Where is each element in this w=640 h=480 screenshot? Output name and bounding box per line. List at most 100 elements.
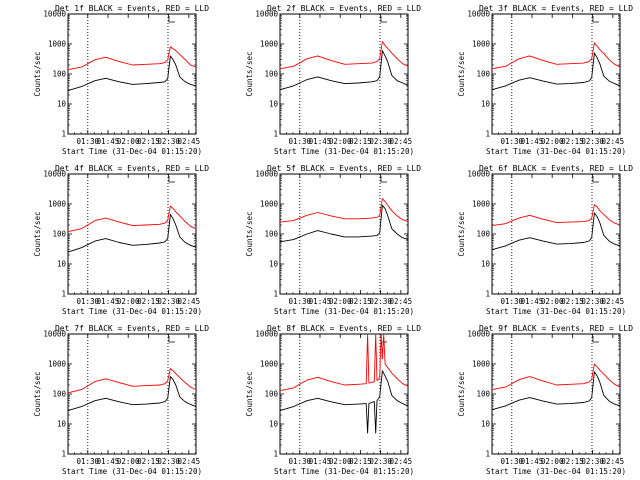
x-tick-label: 02:00: [117, 137, 140, 146]
x-tick-label: 02:30: [369, 137, 392, 146]
x-tick-label: 02:30: [157, 457, 180, 466]
x-tick-label: 02:30: [581, 297, 604, 306]
x-tick-label: 01:30: [500, 137, 523, 146]
series-line-events: [279, 370, 409, 434]
detector-panel-8: Det 8f BLACK = Events, RED = LLD Counts/s…: [245, 324, 421, 476]
x-axis-label: Start Time (31-Dec-04 01:15:20): [486, 307, 626, 316]
series-line-events: [279, 204, 409, 243]
series-line-lld: [67, 205, 197, 233]
x-axis-label: Start Time (31-Dec-04 01:15:20): [274, 467, 414, 476]
y-tick-label: 10: [57, 420, 67, 429]
y-tick-label: 1000: [48, 200, 67, 209]
series-line-lld: [491, 363, 621, 391]
y-axis-label: Counts/sec: [245, 51, 254, 96]
series-line-events: [67, 213, 197, 253]
panel-title: Det 3f BLACK = Events, RED = LLD: [479, 4, 633, 13]
y-tick-label: 10000: [255, 330, 278, 339]
detector-panel-2: Det 2f BLACK = Events, RED = LLD Counts/s…: [245, 4, 421, 156]
x-tick-label: 02:45: [390, 297, 413, 306]
detector-panel-4: Det 4f BLACK = Events, RED = LLD Counts/s…: [33, 164, 209, 316]
y-axis-label: Counts/sec: [457, 371, 466, 416]
y-tick-label: 100: [264, 70, 278, 79]
panel-title: Det 2f BLACK = Events, RED = LLD: [267, 4, 421, 13]
y-tick-label: 100: [52, 230, 66, 239]
x-tick-label: 01:45: [521, 457, 544, 466]
series-line-events: [67, 376, 197, 412]
y-axis-label: Counts/sec: [245, 211, 254, 256]
x-tick-label: 01:45: [97, 297, 120, 306]
y-tick-label: 10000: [43, 330, 66, 339]
y-tick-label: 10000: [43, 10, 66, 19]
series-line-lld: [67, 46, 197, 71]
x-tick-label: 02:30: [369, 457, 392, 466]
detector-panel-5: Det 5f BLACK = Events, RED = LLD Counts/s…: [245, 164, 421, 316]
y-tick-label: 1: [485, 290, 490, 299]
y-tick-label: 1000: [472, 40, 491, 49]
x-tick-label: 02:45: [602, 457, 625, 466]
detector-panel-6: Det 6f BLACK = Events, RED = LLD Counts/s…: [457, 164, 633, 316]
x-tick-label: 02:30: [157, 297, 180, 306]
series-line-events: [279, 50, 409, 91]
series-line-lld: [279, 333, 409, 392]
series-line-lld: [67, 368, 197, 394]
panel-title: Det 4f BLACK = Events, RED = LLD: [55, 164, 209, 173]
plot-frame: [279, 13, 409, 135]
y-tick-label: 100: [476, 390, 490, 399]
interval-bracket: [380, 176, 387, 183]
interval-bracket: [168, 16, 175, 23]
y-tick-label: 1: [485, 130, 490, 139]
y-tick-label: 10: [481, 420, 491, 429]
y-tick-label: 10000: [255, 170, 278, 179]
interval-bracket: [168, 336, 175, 343]
y-tick-label: 1000: [472, 360, 491, 369]
x-tick-label: 02:00: [541, 457, 564, 466]
x-tick-label: 01:45: [309, 297, 332, 306]
y-axis-label: Counts/sec: [33, 371, 42, 416]
y-tick-label: 10: [481, 100, 491, 109]
x-tick-label: 02:00: [329, 297, 352, 306]
x-tick-label: 02:15: [561, 137, 584, 146]
x-tick-label: 02:45: [602, 297, 625, 306]
x-tick-label: 02:30: [157, 137, 180, 146]
y-tick-label: 10: [269, 420, 279, 429]
x-tick-label: 02:15: [137, 457, 160, 466]
x-tick-label: 02:00: [117, 457, 140, 466]
x-tick-label: 01:45: [309, 137, 332, 146]
series-line-events: [491, 52, 621, 91]
interval-bracket: [380, 16, 387, 23]
x-tick-label: 01:45: [521, 297, 544, 306]
x-tick-label: 01:45: [309, 457, 332, 466]
y-tick-label: 1000: [48, 360, 67, 369]
x-tick-label: 01:30: [288, 297, 311, 306]
x-tick-label: 02:00: [329, 137, 352, 146]
interval-bracket: [592, 176, 599, 183]
x-tick-label: 01:30: [76, 297, 99, 306]
x-tick-label: 01:30: [76, 457, 99, 466]
plot-frame: [491, 173, 621, 295]
series-line-lld: [279, 198, 409, 223]
x-tick-label: 02:00: [541, 137, 564, 146]
x-tick-label: 02:30: [369, 297, 392, 306]
x-tick-label: 01:30: [500, 297, 523, 306]
panel-title: Det 8f BLACK = Events, RED = LLD: [267, 324, 421, 333]
x-tick-label: 02:45: [390, 457, 413, 466]
x-tick-label: 02:30: [581, 457, 604, 466]
panel-title: Det 9f BLACK = Events, RED = LLD: [479, 324, 633, 333]
x-tick-label: 02:00: [329, 457, 352, 466]
y-tick-label: 1: [273, 290, 278, 299]
series-line-lld: [491, 42, 621, 70]
y-axis-label: Counts/sec: [33, 51, 42, 96]
y-tick-label: 100: [476, 70, 490, 79]
x-tick-label: 02:00: [117, 297, 140, 306]
x-tick-label: 02:15: [561, 457, 584, 466]
y-axis-label: Counts/sec: [33, 211, 42, 256]
x-tick-label: 02:15: [349, 457, 372, 466]
series-line-lld: [491, 204, 621, 227]
x-tick-label: 02:45: [178, 297, 201, 306]
x-tick-label: 02:45: [390, 137, 413, 146]
series-line-events: [67, 55, 197, 92]
x-axis-label: Start Time (31-Dec-04 01:15:20): [62, 147, 202, 156]
x-axis-label: Start Time (31-Dec-04 01:15:20): [62, 307, 202, 316]
detector-panel-1: Det 1f BLACK = Events, RED = LLD Counts/s…: [33, 4, 209, 156]
x-tick-label: 02:15: [349, 297, 372, 306]
